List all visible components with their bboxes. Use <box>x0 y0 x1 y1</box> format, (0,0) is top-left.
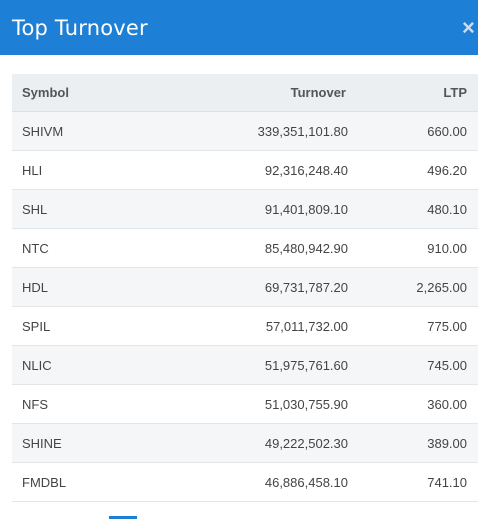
cell-ltp: 660.00 <box>348 111 478 151</box>
cell-turnover: 339,351,101.80 <box>182 111 348 151</box>
table-row[interactable]: SHIVM 339,351,101.80 660.00 <box>12 111 478 151</box>
cell-turnover: 92,316,248.40 <box>182 150 348 190</box>
cell-symbol: HDL <box>12 267 182 307</box>
modal-title: Top Turnover <box>12 15 148 40</box>
cell-symbol: NLIC <box>12 345 182 385</box>
cell-turnover: 91,401,809.10 <box>182 189 348 229</box>
table-row[interactable]: SPIL 57,011,732.00 775.00 <box>12 306 478 346</box>
turnover-table-container: Symbol Turnover LTP SHIVM 339,351,101.80… <box>12 74 478 502</box>
table-row[interactable]: NFS 51,030,755.90 360.00 <box>12 384 478 424</box>
table-row[interactable]: HLI 92,316,248.40 496.20 <box>12 150 478 190</box>
close-icon[interactable]: × <box>462 16 475 39</box>
cell-ltp: 496.20 <box>348 150 478 190</box>
cell-turnover: 85,480,942.90 <box>182 228 348 268</box>
cell-turnover: 46,886,458.10 <box>182 462 348 502</box>
cell-symbol: SHINE <box>12 423 182 463</box>
cell-symbol: SPIL <box>12 306 182 346</box>
cell-ltp: 2,265.00 <box>348 267 478 307</box>
cell-turnover: 49,222,502.30 <box>182 423 348 463</box>
cell-ltp: 745.00 <box>348 345 478 385</box>
table-row[interactable]: HDL 69,731,787.20 2,265.00 <box>12 267 478 307</box>
table-row[interactable]: SHL 91,401,809.10 480.10 <box>12 189 478 229</box>
cell-ltp: 480.10 <box>348 189 478 229</box>
cell-ltp: 775.00 <box>348 306 478 346</box>
pagination-indicator[interactable] <box>109 516 137 519</box>
column-header-turnover[interactable]: Turnover <box>182 74 348 112</box>
table-row[interactable]: NTC 85,480,942.90 910.00 <box>12 228 478 268</box>
column-header-ltp[interactable]: LTP <box>348 74 478 112</box>
cell-turnover: 51,975,761.60 <box>182 345 348 385</box>
turnover-table: Symbol Turnover LTP SHIVM 339,351,101.80… <box>12 74 478 502</box>
cell-ltp: 360.00 <box>348 384 478 424</box>
table-row[interactable]: NLIC 51,975,761.60 745.00 <box>12 345 478 385</box>
cell-symbol: NFS <box>12 384 182 424</box>
cell-symbol: FMDBL <box>12 462 182 502</box>
cell-turnover: 51,030,755.90 <box>182 384 348 424</box>
table-row[interactable]: SHINE 49,222,502.30 389.00 <box>12 423 478 463</box>
table-header-row: Symbol Turnover LTP <box>12 74 478 112</box>
cell-turnover: 69,731,787.20 <box>182 267 348 307</box>
cell-symbol: SHIVM <box>12 111 182 151</box>
modal-header: Top Turnover × <box>0 0 478 55</box>
column-header-symbol[interactable]: Symbol <box>12 74 182 112</box>
table-row[interactable]: FMDBL 46,886,458.10 741.10 <box>12 462 478 502</box>
cell-ltp: 389.00 <box>348 423 478 463</box>
cell-turnover: 57,011,732.00 <box>182 306 348 346</box>
cell-ltp: 910.00 <box>348 228 478 268</box>
cell-symbol: SHL <box>12 189 182 229</box>
cell-symbol: NTC <box>12 228 182 268</box>
cell-ltp: 741.10 <box>348 462 478 502</box>
cell-symbol: HLI <box>12 150 182 190</box>
